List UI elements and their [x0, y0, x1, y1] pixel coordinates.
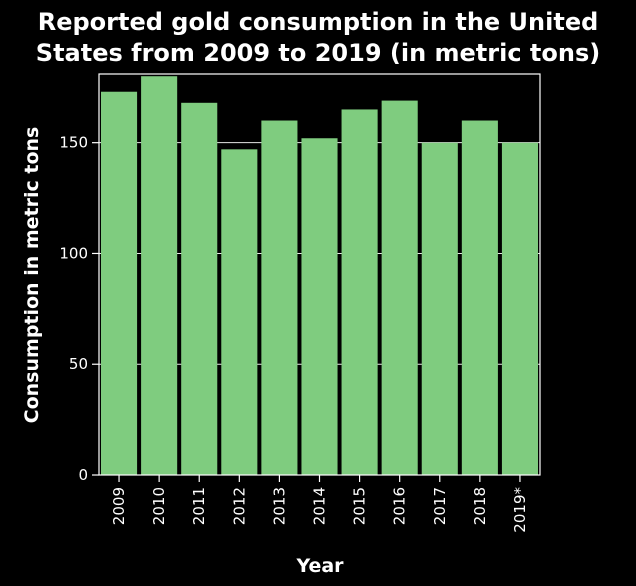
- chart-title-line-1: Reported gold consumption in the United: [38, 8, 599, 36]
- x-tick-label-2010: 2010: [150, 487, 168, 525]
- bar-2012[interactable]: [221, 149, 258, 475]
- bars: [101, 76, 538, 476]
- bar-2015[interactable]: [341, 109, 378, 476]
- x-axis-label: Year: [295, 555, 344, 577]
- x-tick-label-2019*: 2019*: [511, 487, 529, 533]
- x-tick-label-2009: 2009: [110, 487, 128, 525]
- y-axis-label: Consumption in metric tons: [21, 127, 43, 424]
- chart-title-line-2: States from 2009 to 2019 (in metric tons…: [36, 39, 600, 67]
- y-tick-label-150: 150: [59, 134, 88, 152]
- bar-2019*[interactable]: [501, 142, 538, 475]
- bar-2016[interactable]: [381, 100, 418, 475]
- bar-2011[interactable]: [181, 102, 218, 476]
- bar-2010[interactable]: [141, 76, 178, 476]
- x-tick-label-2014: 2014: [311, 487, 329, 525]
- bar-2009[interactable]: [101, 91, 138, 475]
- y-tick-label-50: 50: [69, 355, 88, 373]
- y-tick-label-100: 100: [59, 244, 88, 262]
- bar-2013[interactable]: [261, 120, 298, 475]
- bar-2014[interactable]: [301, 138, 338, 476]
- axes: 0 50 100 150 2009 2010 2011 2012 2013 2014 2015 201…: [59, 73, 541, 533]
- bar-2018[interactable]: [461, 120, 498, 475]
- x-tick-label-2012: 2012: [230, 487, 248, 525]
- x-tick-label-2016: 2016: [391, 487, 409, 525]
- x-tick-label-2017: 2017: [431, 487, 449, 525]
- bar-2017[interactable]: [421, 142, 458, 475]
- x-tick-label-2013: 2013: [270, 487, 288, 525]
- x-tick-label-2015: 2015: [351, 487, 369, 525]
- y-tick-label-0: 0: [78, 466, 88, 484]
- x-tick-label-2018: 2018: [471, 487, 489, 525]
- x-tick-label-2011: 2011: [190, 487, 208, 525]
